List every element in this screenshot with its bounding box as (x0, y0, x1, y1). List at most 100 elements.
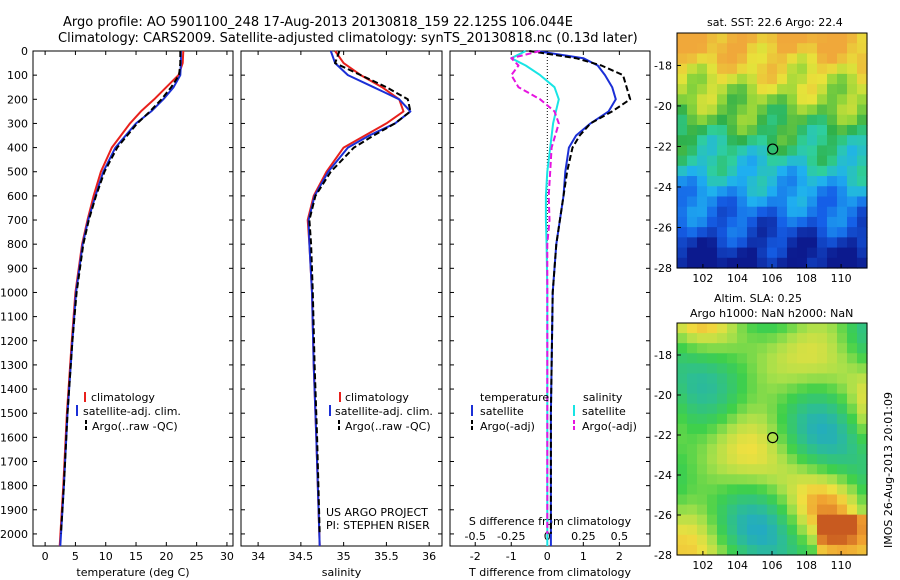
heatmap-cell (747, 413, 758, 425)
legend-argo-label: Argo(..raw -QC) (345, 420, 431, 433)
heatmap-cell (677, 247, 688, 259)
heatmap-cell (847, 237, 858, 249)
heatmap-cell (677, 524, 688, 536)
heatmap-cell (707, 464, 718, 475)
heatmap-cell (787, 247, 798, 259)
heatmap-cell (737, 33, 748, 44)
heatmap-cell (707, 145, 718, 157)
heatmap-cell (847, 353, 858, 364)
x-tick-label: 36 (422, 550, 436, 563)
heatmap-cell (817, 403, 828, 415)
heatmap-cell (777, 114, 788, 126)
heatmap-cell (857, 333, 868, 344)
heatmap-cell (767, 484, 778, 496)
heatmap-cell (767, 433, 778, 445)
heatmap-cell (837, 474, 848, 485)
map-x-tick-label: 106 (762, 272, 783, 285)
heatmap-cell (697, 444, 708, 455)
heatmap-cell (827, 257, 838, 269)
y-tick-label: 1800 (0, 480, 28, 493)
heatmap-cell (727, 413, 738, 425)
heatmap-cell (787, 433, 798, 445)
heatmap-cell (747, 206, 758, 218)
heatmap-cell (677, 94, 688, 106)
heatmap-cell (847, 423, 858, 435)
heatmap-cell (777, 94, 788, 106)
heatmap-cell (707, 63, 718, 75)
heatmap-cell (817, 216, 828, 228)
sla-map-title-1: Altim. SLA: 0.25 (714, 292, 802, 305)
heatmap-cell (827, 343, 838, 354)
heatmap-cell (817, 514, 828, 526)
heatmap-cell (787, 206, 798, 218)
heatmap-cell (677, 433, 688, 445)
x-tick-label: 0 (544, 550, 551, 563)
heatmap-cell (717, 474, 728, 485)
heatmap-cell (857, 353, 868, 364)
heatmap-cell (767, 43, 778, 55)
heatmap-cell (717, 504, 728, 516)
heatmap-cell (717, 114, 728, 126)
heatmap-cell (847, 33, 858, 44)
heatmap-cell (777, 504, 788, 516)
heatmap-cell (807, 484, 818, 496)
imos-side-stamp: IMOS 26-Aug-2013 20:01:09 (882, 392, 895, 548)
heatmap-cell (767, 84, 778, 95)
heatmap-cell (737, 216, 748, 228)
heatmap-cell (687, 413, 698, 425)
heatmap-cell (827, 474, 838, 485)
heatmap-cell (697, 454, 708, 465)
plot-frame (32, 50, 234, 547)
heatmap-cell (747, 53, 758, 65)
heatmap-cell (777, 484, 788, 496)
heatmap-cell (857, 94, 868, 106)
heatmap-cell (827, 373, 838, 385)
heatmap-cell (707, 454, 718, 465)
heatmap-cell (817, 454, 828, 465)
heatmap-cell (857, 145, 868, 157)
heatmap-cell (817, 33, 828, 44)
heatmap-cell (717, 176, 728, 187)
heatmap-cell (807, 464, 818, 475)
heatmap-cell (747, 216, 758, 228)
heatmap-cell (697, 484, 708, 496)
heatmap-cell (737, 114, 748, 126)
heatmap-cell (797, 114, 808, 126)
heatmap-cell (737, 53, 748, 65)
heatmap-cell (677, 353, 688, 364)
heatmap-cell (857, 514, 868, 526)
heatmap-cell (767, 423, 778, 435)
heatmap-cell (777, 227, 788, 238)
heatmap-cell (857, 196, 868, 208)
heatmap-cell (827, 413, 838, 425)
heatmap-cell (787, 145, 798, 157)
heatmap-cell (837, 124, 848, 136)
heatmap-cell (677, 504, 688, 516)
heatmap-cell (707, 504, 718, 516)
heatmap-cell (757, 53, 768, 65)
temperature-legend: climatology satellite-adj. clim. Argo(..… (76, 391, 181, 433)
heatmap-cell (717, 145, 728, 157)
heatmap-cell (787, 353, 798, 364)
heatmap-cell (837, 544, 848, 556)
heatmap-cell (757, 403, 768, 415)
heatmap-cell (827, 94, 838, 106)
sst-heatmap (677, 33, 868, 269)
heatmap-cell (727, 383, 738, 395)
heatmap-cell (807, 524, 818, 536)
heatmap-cell (767, 373, 778, 385)
heatmap-cell (797, 247, 808, 259)
heatmap-cell (727, 33, 738, 44)
heatmap-cell (687, 206, 698, 218)
heatmap-cell (737, 186, 748, 198)
heatmap-cell (797, 413, 808, 425)
heatmap-cell (717, 43, 728, 55)
heatmap-cell (707, 484, 718, 496)
heatmap-cell (827, 393, 838, 405)
heatmap-cell (727, 216, 738, 228)
heatmap-cell (687, 53, 698, 65)
heatmap-cell (817, 484, 828, 496)
heatmap-cell (737, 413, 748, 425)
heatmap-cell (687, 393, 698, 405)
heatmap-cell (707, 53, 718, 65)
